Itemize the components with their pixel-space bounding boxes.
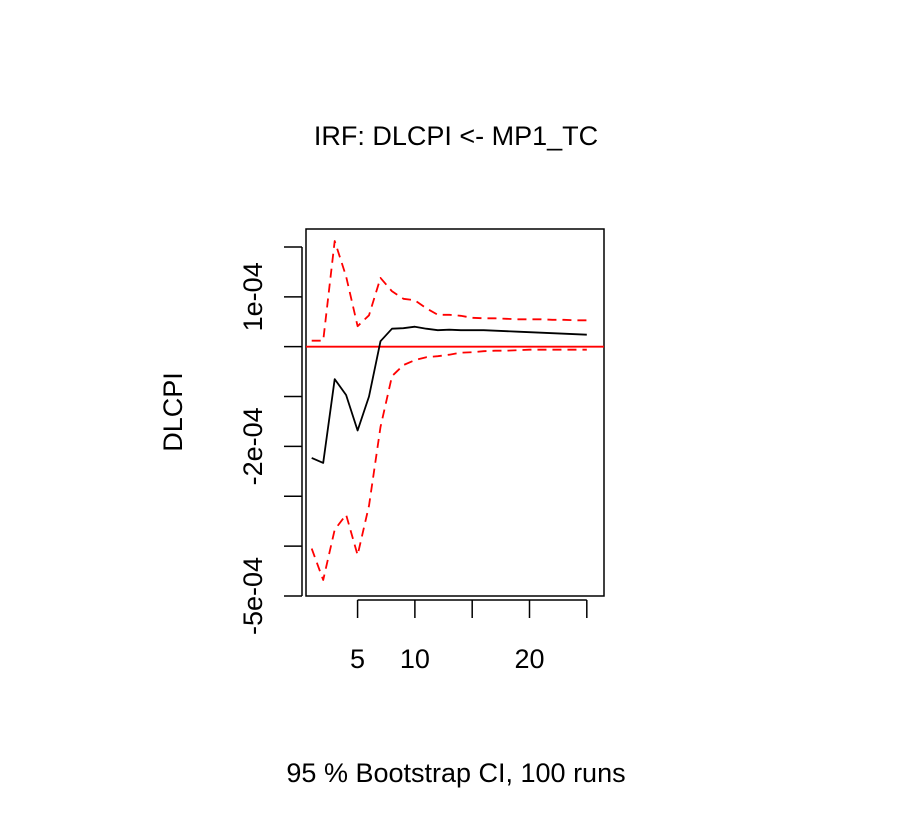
series-line-irf: [311, 325, 587, 464]
series-layer: [306, 240, 604, 581]
series-line-upper: [311, 240, 587, 342]
plot-frame: [305, 228, 605, 597]
chart-title: IRF: DLCPI <- MP1_TC: [314, 121, 598, 151]
y-tick-label: -2e-04: [238, 407, 268, 485]
x-tick-label: 10: [400, 644, 430, 674]
series-line-lower: [310, 348, 587, 581]
x-axis-label: 95 % Bootstrap CI, 100 runs: [286, 758, 625, 788]
x-tick-label: 5: [350, 644, 365, 674]
y-tick-label: -5e-04: [238, 557, 268, 635]
y-axis-label: DLCPI: [158, 372, 188, 452]
axes: 5 10 20 -5e-04 -2e-04 1e-04: [238, 246, 588, 674]
x-tick-label: 20: [514, 644, 544, 674]
y-tick-label: 1e-04: [238, 262, 268, 331]
